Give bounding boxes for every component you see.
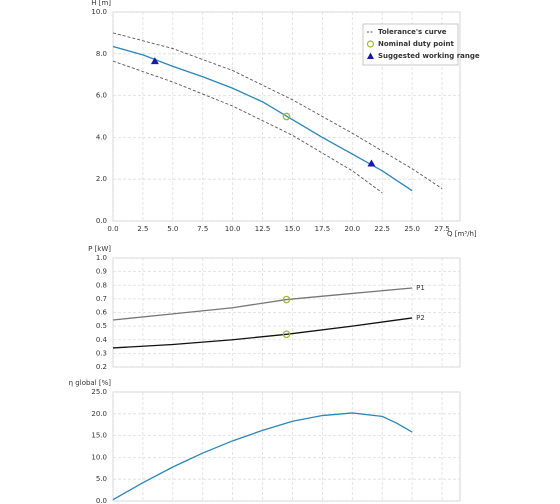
tolerance-curve	[112, 60, 383, 194]
x-tick-label: 5.0	[167, 225, 178, 233]
y-tick-label: 0.0	[96, 217, 107, 225]
y-tick-label: 0.4	[96, 336, 108, 344]
x-tick-label: 10.0	[225, 225, 241, 233]
y-axis-label: η global [%]	[69, 379, 112, 387]
x-axis-label: Q [m³/h]	[447, 230, 477, 238]
x-tick-label: 27.5	[434, 225, 450, 233]
nominal-point	[282, 330, 291, 339]
nominal-point	[282, 112, 291, 121]
y-tick-label: 0.3	[96, 349, 107, 357]
y-tick-label: 6.0	[96, 92, 107, 100]
y-tick-label: 8.0	[96, 50, 107, 58]
x-tick-label: 22.5	[374, 225, 390, 233]
nominal-point	[282, 295, 291, 304]
y-tick-label: 0.9	[96, 268, 107, 276]
x-tick-label: 0.0	[107, 225, 118, 233]
legend-swatch	[367, 52, 374, 59]
working-range-point	[150, 57, 159, 65]
y-tick-label: 0.2	[96, 363, 107, 371]
curve	[112, 317, 413, 349]
legend-label: Tolerance's curve	[378, 28, 447, 36]
x-tick-label: 7.5	[197, 225, 208, 233]
legend-label: Nominal duty point	[378, 40, 454, 48]
y-tick-label: 1.0	[96, 254, 107, 262]
x-tick-label: 12.5	[255, 225, 271, 233]
y-tick-label: 0.0	[96, 497, 107, 504]
y-tick-label: 10.0	[91, 8, 107, 16]
x-tick-label: 20.0	[345, 225, 361, 233]
series-label: P1	[416, 284, 425, 292]
x-tick-label: 2.5	[137, 225, 148, 233]
plot-area	[112, 11, 461, 222]
y-tick-label: 5.0	[96, 475, 107, 483]
y-axis-label: P [kW]	[88, 245, 111, 253]
legend-box	[362, 23, 459, 66]
y-tick-label: 4.0	[96, 133, 107, 141]
y-tick-label: 15.0	[91, 432, 107, 440]
curve	[112, 412, 413, 501]
series-label: P2	[416, 314, 425, 322]
x-tick-label: 25.0	[404, 225, 420, 233]
y-tick-label: 0.5	[96, 322, 107, 330]
legend-label: Suggested working range	[378, 52, 480, 60]
y-tick-label: 2.0	[96, 175, 107, 183]
y-tick-label: 0.7	[96, 295, 107, 303]
x-tick-label: 17.5	[315, 225, 331, 233]
plot-area	[112, 391, 461, 502]
x-tick-label: 15.0	[285, 225, 301, 233]
y-axis-label: H [m]	[91, 0, 111, 7]
y-tick-label: 0.8	[96, 281, 107, 289]
curve	[112, 45, 413, 192]
working-range-point	[367, 159, 376, 167]
y-tick-label: 25.0	[91, 388, 107, 396]
y-tick-label: 10.0	[91, 453, 107, 461]
y-tick-label: 20.0	[91, 410, 107, 418]
legend-swatch	[366, 40, 375, 48]
tolerance-curve	[112, 32, 443, 189]
curve	[112, 287, 413, 321]
y-tick-label: 0.6	[96, 309, 108, 317]
